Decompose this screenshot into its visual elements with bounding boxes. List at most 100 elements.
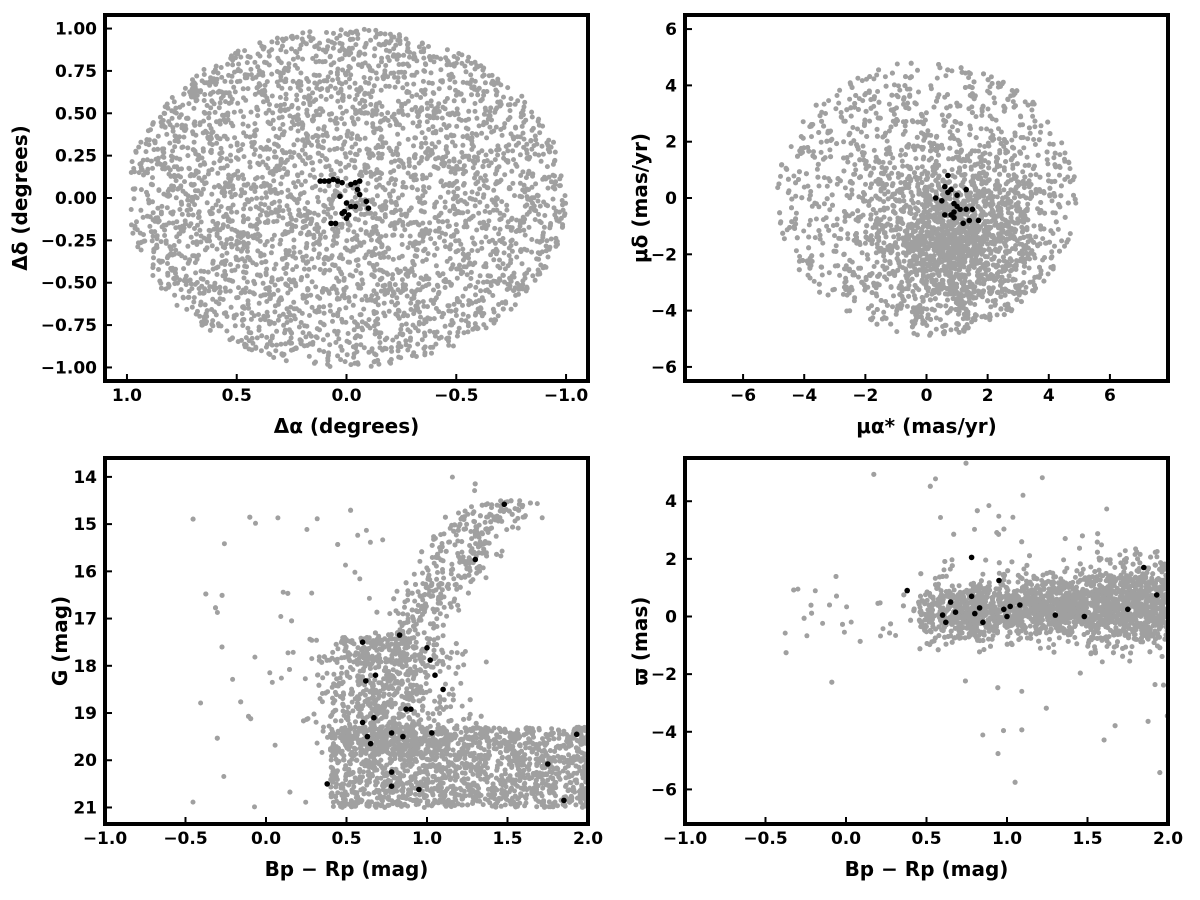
field-point bbox=[214, 222, 220, 228]
field-point bbox=[327, 54, 333, 60]
field-point bbox=[501, 155, 507, 161]
field-point bbox=[448, 242, 454, 248]
field-point bbox=[460, 154, 466, 160]
y-tick-label: 0.75 bbox=[55, 62, 97, 82]
field-point bbox=[283, 248, 289, 253]
field-point bbox=[223, 119, 229, 125]
field-point bbox=[501, 94, 506, 100]
field-point bbox=[484, 135, 490, 141]
field-point bbox=[252, 128, 258, 134]
field-point bbox=[294, 117, 300, 123]
field-point bbox=[279, 174, 285, 180]
field-point bbox=[447, 112, 453, 118]
field-point bbox=[256, 81, 262, 87]
field-point bbox=[399, 242, 405, 247]
field-point bbox=[267, 170, 273, 176]
field-point bbox=[302, 218, 308, 224]
field-point bbox=[400, 125, 406, 131]
field-point bbox=[189, 94, 194, 100]
field-point bbox=[399, 253, 405, 259]
field-point bbox=[371, 311, 377, 317]
field-point bbox=[369, 88, 375, 94]
field-point bbox=[316, 347, 322, 353]
y-tick-label: 0.00 bbox=[55, 189, 97, 209]
field-point bbox=[158, 162, 164, 167]
field-point bbox=[450, 166, 456, 172]
field-point bbox=[456, 51, 462, 56]
field-point bbox=[318, 172, 324, 178]
field-point bbox=[334, 72, 340, 77]
field-point bbox=[477, 186, 483, 192]
field-point bbox=[387, 191, 392, 197]
field-point bbox=[449, 281, 454, 287]
field-point bbox=[250, 340, 256, 346]
field-point bbox=[533, 208, 539, 214]
field-point bbox=[483, 226, 489, 232]
field-point bbox=[324, 157, 330, 163]
field-point bbox=[883, 299, 889, 304]
x-tick-label: −1.0 bbox=[544, 386, 589, 406]
field-point bbox=[506, 253, 512, 258]
field-point bbox=[454, 229, 460, 235]
field-point bbox=[362, 90, 368, 96]
field-point bbox=[394, 334, 400, 340]
field-point bbox=[328, 62, 334, 68]
field-point bbox=[189, 286, 195, 292]
field-point bbox=[506, 186, 512, 192]
field-point bbox=[337, 40, 343, 46]
field-point bbox=[966, 271, 972, 277]
member-point bbox=[328, 220, 334, 227]
field-point bbox=[447, 85, 453, 91]
field-point bbox=[338, 357, 344, 363]
field-point bbox=[238, 54, 244, 60]
field-point bbox=[291, 122, 297, 128]
field-point bbox=[504, 202, 510, 208]
field-point bbox=[261, 99, 266, 105]
field-point bbox=[293, 184, 298, 190]
field-point bbox=[427, 54, 433, 59]
field-point bbox=[387, 31, 393, 37]
field-point bbox=[223, 90, 229, 96]
field-point bbox=[215, 170, 221, 176]
field-point bbox=[306, 86, 312, 92]
field-point bbox=[406, 159, 412, 165]
field-point bbox=[322, 254, 328, 260]
field-point bbox=[186, 202, 192, 208]
field-point bbox=[468, 276, 474, 281]
field-point bbox=[158, 285, 164, 291]
field-point bbox=[170, 148, 176, 154]
field-point bbox=[304, 232, 310, 238]
field-point bbox=[278, 237, 284, 243]
field-point bbox=[517, 180, 523, 186]
field-point bbox=[852, 162, 858, 168]
field-point bbox=[430, 124, 436, 130]
field-point bbox=[169, 115, 175, 121]
field-point bbox=[415, 187, 420, 193]
field-point bbox=[495, 152, 501, 158]
field-point bbox=[449, 265, 455, 270]
field-point bbox=[196, 209, 202, 215]
field-point bbox=[176, 238, 182, 244]
field-point bbox=[363, 79, 368, 85]
field-point bbox=[288, 215, 294, 220]
field-point bbox=[487, 124, 493, 130]
field-point bbox=[150, 233, 156, 239]
field-point bbox=[543, 264, 549, 270]
field-point bbox=[252, 281, 258, 287]
field-point bbox=[875, 89, 881, 94]
field-point bbox=[337, 222, 343, 227]
field-point bbox=[460, 166, 466, 172]
field-point bbox=[262, 202, 268, 208]
field-point bbox=[312, 80, 318, 86]
field-point bbox=[252, 121, 258, 127]
field-point bbox=[542, 213, 548, 218]
field-point bbox=[181, 134, 187, 140]
field-point bbox=[362, 51, 368, 57]
field-point bbox=[392, 182, 398, 187]
field-point bbox=[425, 304, 430, 310]
field-point bbox=[401, 52, 407, 58]
field-point bbox=[271, 126, 277, 132]
field-point bbox=[309, 185, 315, 191]
field-point bbox=[198, 191, 204, 197]
field-point bbox=[481, 72, 487, 78]
